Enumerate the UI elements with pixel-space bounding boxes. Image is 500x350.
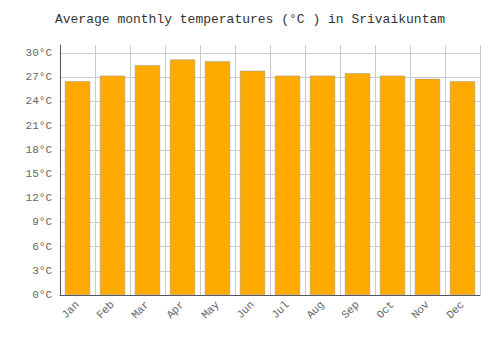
svg-text:15°C: 15°C bbox=[26, 168, 53, 180]
svg-text:Sep: Sep bbox=[339, 299, 361, 321]
svg-text:May: May bbox=[199, 298, 222, 321]
svg-text:Mar: Mar bbox=[129, 299, 151, 321]
svg-text:27°C: 27°C bbox=[26, 71, 53, 83]
svg-text:21°C: 21°C bbox=[26, 120, 53, 132]
svg-text:Jun: Jun bbox=[234, 299, 256, 321]
svg-text:6°C: 6°C bbox=[32, 241, 52, 253]
svg-text:Nov: Nov bbox=[409, 298, 432, 321]
svg-text:12°C: 12°C bbox=[26, 192, 53, 204]
svg-text:30°C: 30°C bbox=[26, 47, 53, 59]
svg-text:Average monthly temperatures (: Average monthly temperatures (°C ) in Sr… bbox=[55, 12, 445, 27]
svg-text:Jul: Jul bbox=[269, 299, 291, 321]
svg-text:Apr: Apr bbox=[164, 299, 186, 321]
svg-text:Oct: Oct bbox=[374, 299, 396, 321]
svg-text:0°C: 0°C bbox=[32, 289, 52, 301]
svg-text:18°C: 18°C bbox=[26, 144, 53, 156]
svg-text:24°C: 24°C bbox=[26, 95, 53, 107]
svg-text:Jan: Jan bbox=[59, 299, 81, 321]
svg-text:Dec: Dec bbox=[444, 299, 466, 321]
svg-text:Aug: Aug bbox=[304, 299, 326, 321]
svg-text:9°C: 9°C bbox=[32, 216, 52, 228]
svg-text:Feb: Feb bbox=[94, 299, 116, 321]
svg-text:3°C: 3°C bbox=[32, 265, 52, 277]
